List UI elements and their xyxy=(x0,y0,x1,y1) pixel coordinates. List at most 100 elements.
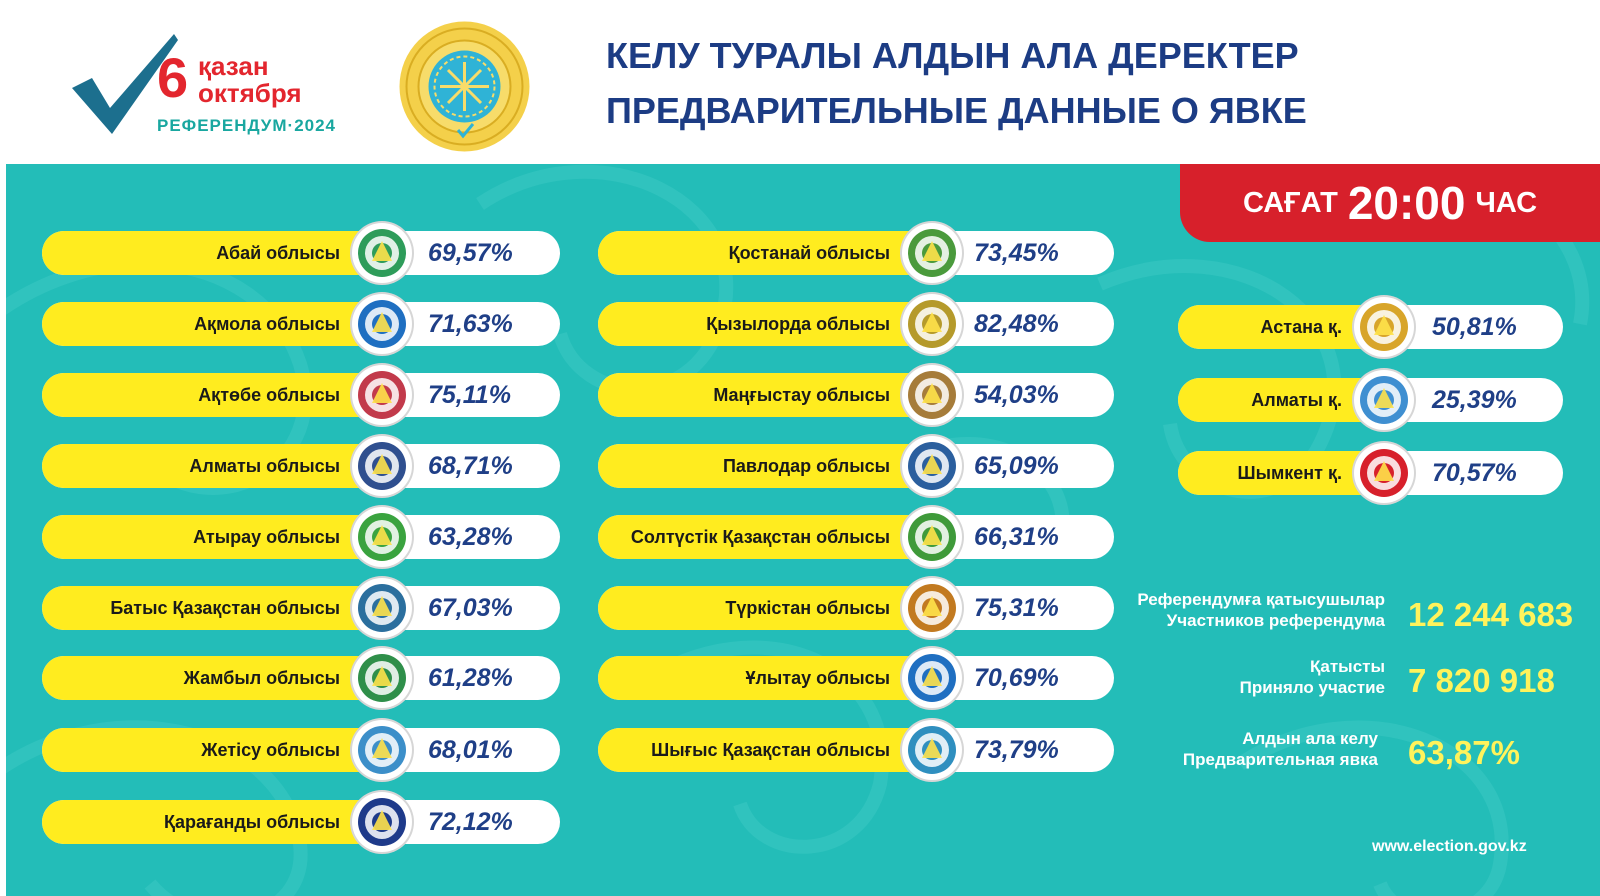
took-part-value: 7 820 918 xyxy=(1408,662,1555,699)
region-row: Қарағанды облысы 72,12% xyxy=(42,792,560,852)
turnout-percent: 25,39% xyxy=(1432,386,1517,414)
turnout-percent: 66,31% xyxy=(974,523,1059,551)
region-pill xyxy=(42,586,560,630)
region-name: Алматы қ. xyxy=(1251,390,1342,410)
region-pill-highlight xyxy=(598,302,928,346)
header: 6 қазан октября РЕФЕРЕНДУМ·2024 КЕЛУ ТУР… xyxy=(0,0,1600,164)
region-row: Шығыс Қазақстан облысы 73,79% xyxy=(598,720,1114,780)
region-row: Абай облысы 69,57% xyxy=(42,223,560,283)
turnout-label: Алдын ала келу Предварительная явка xyxy=(1183,728,1378,770)
turnout-label-kz: Алдын ала келу xyxy=(1242,729,1378,748)
footer-url[interactable]: www.election.gov.kz xyxy=(1372,838,1527,855)
region-row: Жамбыл облысы 61,28% xyxy=(42,648,560,708)
region-pill-highlight xyxy=(42,656,372,700)
time-badge: САҒАТ 20:00 ЧАС xyxy=(1180,164,1600,242)
region-name: Қостанай облысы xyxy=(728,243,890,263)
participants-label-kz: Референдумға қатысушылар xyxy=(1137,590,1385,609)
participants-label-ru: Участников референдума xyxy=(1166,611,1385,630)
karaganda-region-logo-icon xyxy=(352,792,412,852)
region-pill-highlight xyxy=(42,728,372,772)
region-name: Қызылорда облысы xyxy=(706,314,890,334)
region-pill-highlight xyxy=(42,231,372,275)
region-pill xyxy=(42,444,560,488)
kostanay-region-logo-icon xyxy=(902,223,962,283)
turnout-percent: 71,63% xyxy=(428,310,513,338)
region-pill-highlight xyxy=(1178,451,1383,495)
region-pill-highlight xyxy=(42,302,372,346)
turkistan-region-logo-icon xyxy=(902,578,962,638)
region-row: Солтүстік Қазақстан облысы 66,31% xyxy=(598,507,1114,567)
region-pill-highlight xyxy=(42,373,372,417)
region-pill xyxy=(598,373,1114,417)
region-pill-highlight xyxy=(598,373,928,417)
region-pill-highlight xyxy=(1178,378,1383,422)
almaty-city-emblem-icon xyxy=(1354,370,1414,430)
region-row: Ұлытау облысы 70,69% xyxy=(598,648,1114,708)
zhetisu-region-logo-icon xyxy=(352,720,412,780)
turnout-percent: 63,28% xyxy=(428,523,513,551)
zhambyl-region-logo-icon xyxy=(352,648,412,708)
region-pill xyxy=(42,302,560,346)
region-pill-highlight xyxy=(598,586,928,630)
turnout-percent: 68,01% xyxy=(428,736,513,764)
aktobe-region-logo-icon xyxy=(352,365,412,425)
east-kazakhstan-region-logo-icon xyxy=(902,720,962,780)
turnout-percent: 73,79% xyxy=(974,736,1059,764)
region-pill xyxy=(42,515,560,559)
turnout-percent: 61,28% xyxy=(428,664,513,692)
region-row: Шымкент қ. 70,57% xyxy=(1178,443,1563,503)
region-name: Түркістан облысы xyxy=(725,598,890,618)
turnout-percent: 75,31% xyxy=(974,594,1059,622)
region-pill-highlight xyxy=(1178,305,1383,349)
region-name: Атырау облысы xyxy=(193,527,340,547)
region-pill-highlight xyxy=(598,656,928,700)
region-row: Астана қ. 50,81% xyxy=(1178,297,1563,357)
region-pill xyxy=(42,728,560,772)
aqmola-region-logo-icon xyxy=(352,294,412,354)
region-row: Алматы қ. 25,39% xyxy=(1178,370,1563,430)
turnout-percent: 68,71% xyxy=(428,452,513,480)
region-name: Павлодар облысы xyxy=(722,456,890,476)
region-name: Батыс Қазақстан облысы xyxy=(110,598,340,618)
took-part-label-kz: Қатысты xyxy=(1310,657,1385,676)
region-pill xyxy=(598,728,1114,772)
turnout-percent: 54,03% xyxy=(974,381,1059,409)
region-row: Алматы облысы 68,71% xyxy=(42,436,560,496)
region-name: Жетісу облысы xyxy=(201,740,340,760)
region-pill-highlight xyxy=(42,515,372,559)
logo-day: 6 xyxy=(157,46,189,109)
region-pill xyxy=(42,656,560,700)
region-pill xyxy=(598,586,1114,630)
turnout-percent: 69,57% xyxy=(428,239,513,267)
election-commission-emblem-icon xyxy=(399,21,530,152)
region-pill-highlight xyxy=(598,444,928,488)
turnout-value: 63,87% xyxy=(1408,734,1520,771)
region-row: Атырау облысы 63,28% xyxy=(42,507,560,567)
turnout-percent: 75,11% xyxy=(428,381,511,409)
region-pill xyxy=(598,302,1114,346)
region-name: Астана қ. xyxy=(1260,317,1343,337)
logo-month-kz: қазан xyxy=(198,51,269,81)
region-pill xyxy=(42,231,560,275)
region-row: Павлодар облысы 65,09% xyxy=(598,436,1114,496)
region-pill xyxy=(598,656,1114,700)
region-name: Шығыс Қазақстан облысы xyxy=(651,740,890,760)
region-row: Маңғыстау облысы 54,03% xyxy=(598,365,1114,425)
region-name: Жамбыл облысы xyxy=(183,668,340,688)
north-kazakhstan-region-logo-icon xyxy=(902,507,962,567)
region-row: Батыс Қазақстан облысы 67,03% xyxy=(42,578,560,638)
region-row: Ақмола облысы 71,63% xyxy=(42,294,560,354)
title-ru: ПРЕДВАРИТЕЛЬНЫЕ ДАННЫЕ О ЯВКЕ xyxy=(606,90,1307,131)
region-pill xyxy=(42,800,560,844)
almaty-region-logo-icon xyxy=(352,436,412,496)
region-pill-highlight xyxy=(42,800,372,844)
turnout-label-ru: Предварительная явка xyxy=(1182,750,1378,769)
region-name: Абай облысы xyxy=(216,243,340,263)
time-value: 20:00 xyxy=(1347,177,1466,229)
region-row: Ақтөбе облысы 75,11% xyxy=(42,365,560,425)
took-part-label: Қатысты Приняло участие xyxy=(1240,656,1385,698)
region-name: Маңғыстау облысы xyxy=(713,385,890,405)
title-kz: КЕЛУ ТУРАЛЫ АЛДЫН АЛА ДЕРЕКТЕР xyxy=(606,35,1299,76)
region-row: Түркістан облысы 75,31% xyxy=(598,578,1114,638)
region-name: Ақтөбе облысы xyxy=(198,385,340,405)
